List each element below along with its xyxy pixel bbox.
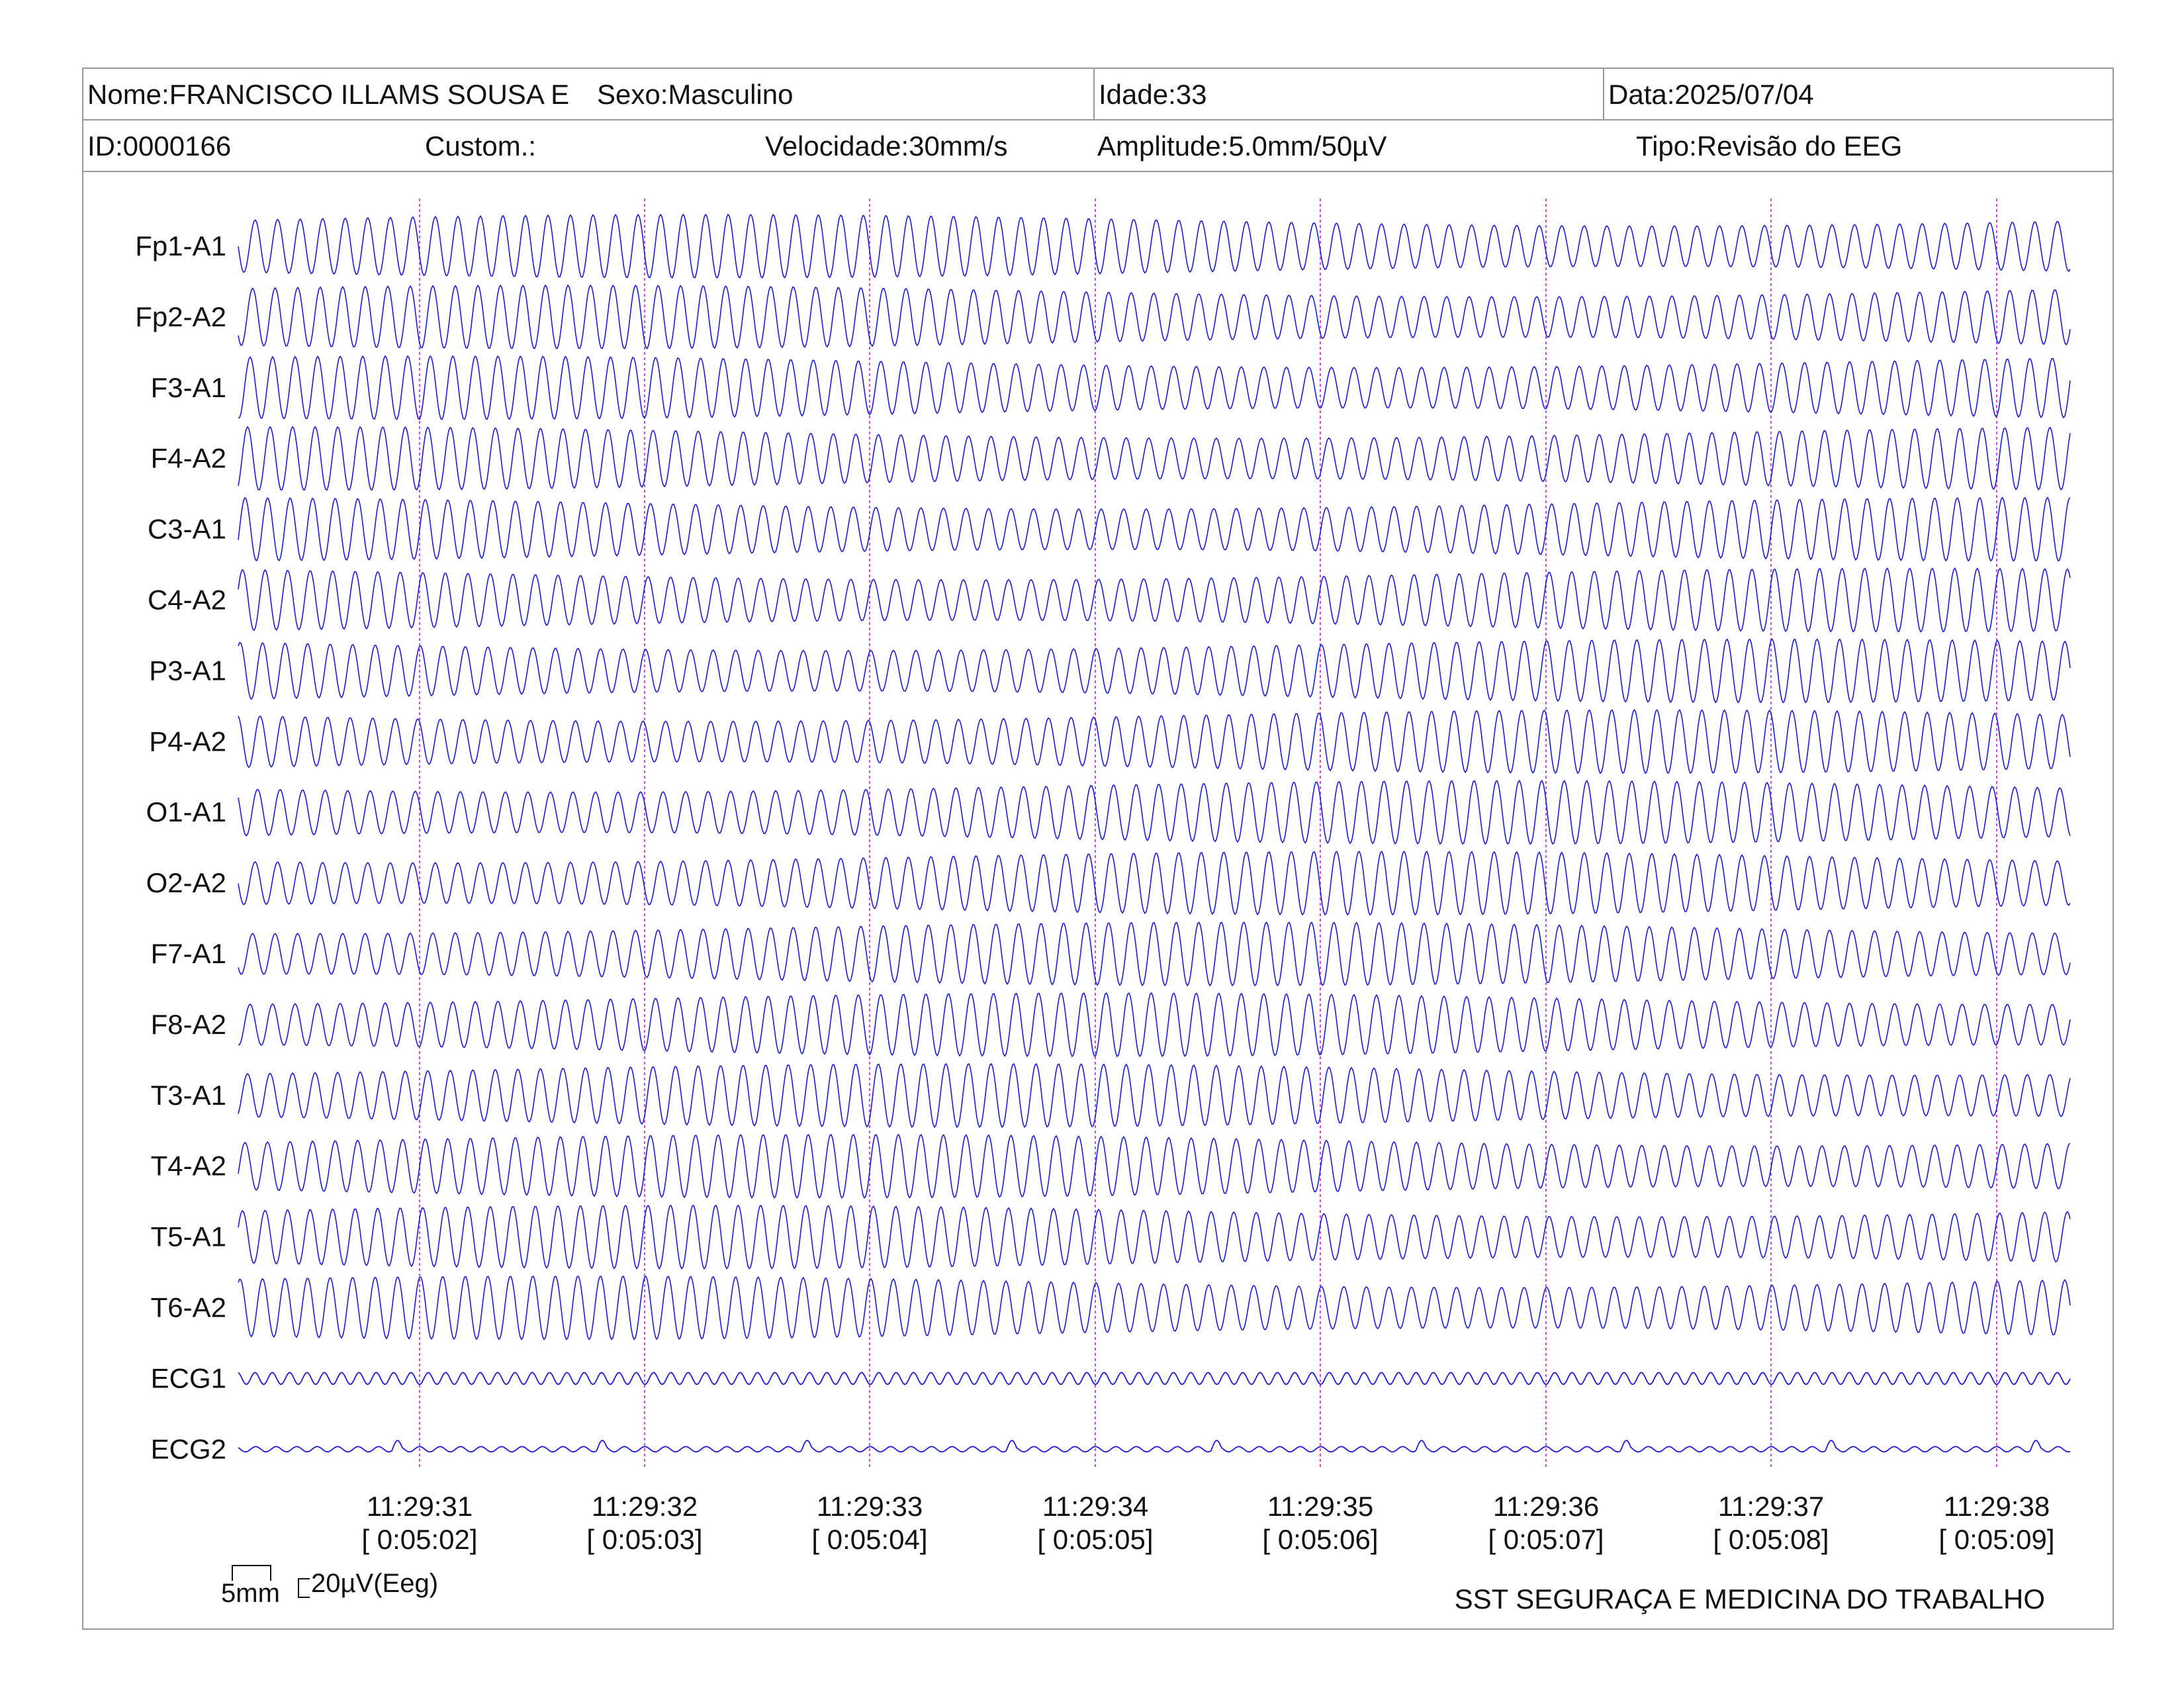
header-row-record: ID:0000166 Custom.: Velocidade:30mm/s Am…: [83, 120, 2113, 172]
channel-label: ECG1: [151, 1362, 226, 1393]
trace-fp2-a2: [238, 284, 2071, 350]
channel-label: Fp2-A2: [135, 301, 226, 332]
time-tick-elapsed: [ 0:05:08]: [1713, 1524, 1829, 1555]
time-tick-clock: 11:29:38: [1944, 1491, 2050, 1522]
channel-label: F4-A2: [151, 443, 226, 474]
time-tick-elapsed: [ 0:05:02]: [361, 1524, 477, 1555]
channel-label: O1-A1: [146, 796, 226, 827]
time-calibration-label: 5mm: [221, 1579, 280, 1608]
channel-label: O2-A2: [146, 867, 226, 898]
trace-t4-a2: [238, 1133, 2071, 1199]
time-tick-elapsed: [ 0:05:04]: [811, 1524, 927, 1555]
time-tick-clock: 11:29:36: [1493, 1491, 1599, 1522]
channel-label: T4-A2: [151, 1150, 226, 1182]
patient-age: Idade:33: [1093, 69, 1603, 119]
trace-c3-a1: [238, 496, 2071, 562]
trace-ecg1: [238, 1372, 2071, 1385]
time-tick-elapsed: [ 0:05:03]: [586, 1524, 702, 1555]
channel-label: T6-A2: [151, 1292, 226, 1323]
trace-t3-a1: [238, 1062, 2071, 1129]
time-tick-clock: 11:29:32: [592, 1491, 698, 1522]
trace-f4-a2: [238, 426, 2071, 491]
time-tick-clock: 11:29:34: [1042, 1491, 1148, 1522]
patient-name: Nome:FRANCISCO ILLAMS SOUSA E: [87, 79, 570, 110]
record-date: Data:2025/07/04: [1603, 69, 2113, 119]
trace-f7-a1: [238, 921, 2071, 987]
trace-c4-a2: [238, 567, 2071, 633]
amplitude-calibration-bracket: [298, 1578, 310, 1598]
channel-label: F8-A2: [151, 1009, 226, 1040]
channel-label: F3-A1: [151, 372, 226, 403]
time-tick-elapsed: [ 0:05:09]: [1938, 1524, 2054, 1555]
trace-f3-a1: [238, 355, 2071, 420]
channel-label: F7-A1: [151, 938, 226, 969]
trace-t5-a1: [238, 1204, 2071, 1270]
channel-label: P3-A1: [149, 655, 226, 686]
patient-sex: Sexo:Masculino: [597, 79, 794, 110]
record-id: ID:0000166: [87, 130, 232, 162]
review-type: Tipo:Revisão do EEG: [1636, 130, 1903, 162]
trace-fp1-a1: [238, 213, 2071, 279]
channel-label: C3-A1: [148, 514, 226, 545]
amplitude-setting: Amplitude:5.0mm/50µV: [1097, 130, 1387, 162]
company-name: SST SEGURAÇA E MEDICINA DO TRABALHO: [1454, 1583, 2045, 1615]
trace-p3-a1: [238, 638, 2071, 704]
channel-label: C4-A2: [148, 585, 226, 616]
trace-ecg2: [238, 1439, 2071, 1453]
trace-o2-a2: [238, 851, 2071, 916]
report-frame: Nome:FRANCISCO ILLAMS SOUSA E Sexo:Mascu…: [82, 68, 2114, 1630]
header-row-patient: Nome:FRANCISCO ILLAMS SOUSA E Sexo:Mascu…: [83, 69, 2113, 120]
trace-p4-a2: [238, 709, 2071, 774]
time-tick-clock: 11:29:33: [817, 1491, 923, 1522]
amplitude-calibration-label: 20µV(Eeg): [311, 1569, 439, 1598]
time-tick-elapsed: [ 0:05:07]: [1488, 1524, 1604, 1555]
speed-setting: Velocidade:30mm/s: [765, 130, 1008, 162]
time-tick-clock: 11:29:35: [1267, 1491, 1373, 1522]
trace-o1-a1: [238, 780, 2071, 845]
channel-label: T3-A1: [151, 1080, 226, 1111]
trace-f8-a2: [238, 992, 2071, 1058]
time-tick-clock: 11:29:31: [367, 1491, 473, 1522]
time-calibration-bracket: [232, 1565, 271, 1581]
channel-label: P4-A2: [149, 726, 226, 757]
trace-t6-a2: [238, 1275, 2071, 1340]
channel-label: Fp1-A1: [135, 230, 226, 261]
channel-label: T5-A1: [151, 1221, 226, 1252]
time-tick-elapsed: [ 0:05:06]: [1262, 1524, 1378, 1555]
custom-field: Custom.:: [425, 130, 537, 162]
time-tick-clock: 11:29:37: [1718, 1491, 1824, 1522]
time-tick-elapsed: [ 0:05:05]: [1037, 1524, 1153, 1555]
channel-label: ECG2: [151, 1433, 226, 1464]
